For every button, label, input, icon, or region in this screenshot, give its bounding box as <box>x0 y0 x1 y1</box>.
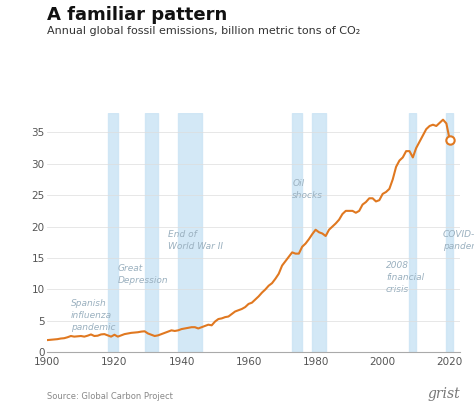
Text: Spanish
influenza
pandemic: Spanish influenza pandemic <box>71 299 115 332</box>
Bar <box>312 113 326 352</box>
Text: Oil
shocks: Oil shocks <box>292 179 323 200</box>
Bar <box>447 113 453 352</box>
Text: Annual global fossil emissions, billion metric tons of CO₂: Annual global fossil emissions, billion … <box>47 26 361 36</box>
Bar <box>108 113 118 352</box>
Text: Great
Depression: Great Depression <box>118 264 168 285</box>
Bar <box>145 113 158 352</box>
Text: End of
World War II: End of World War II <box>168 230 223 251</box>
Bar <box>410 113 416 352</box>
Bar <box>292 113 302 352</box>
Text: A familiar pattern: A familiar pattern <box>47 6 228 24</box>
Text: Source: Global Carbon Project: Source: Global Carbon Project <box>47 392 173 401</box>
Text: COVID-19
pandemic: COVID-19 pandemic <box>443 230 474 251</box>
Bar <box>178 113 201 352</box>
Text: 2008
financial
crisis: 2008 financial crisis <box>386 261 424 294</box>
Text: grist: grist <box>427 387 460 401</box>
